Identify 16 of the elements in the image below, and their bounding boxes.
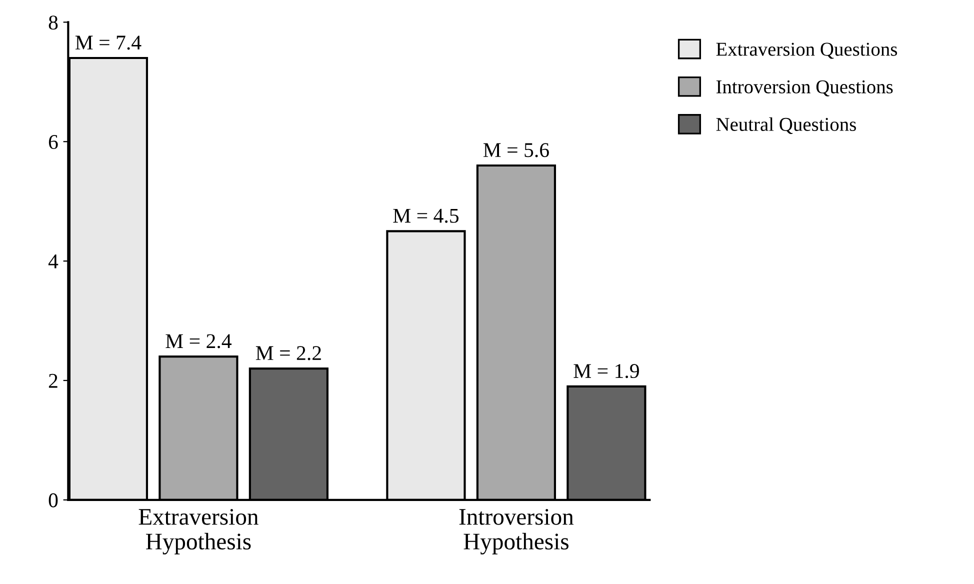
data-label: M = 7.4 (75, 36, 142, 50)
y-tick-label: 0 (48, 493, 58, 508)
x-tick-label: Introversion Hypothesis (459, 508, 574, 554)
data-label: M = 1.9 (574, 364, 639, 378)
y-tick-label: 2 (48, 374, 58, 388)
y-tick-label: 8 (48, 16, 58, 30)
data-label: M = 2.4 (166, 334, 232, 348)
data-label: M = 5.6 (483, 143, 549, 158)
data-label: M = 4.5 (393, 208, 459, 223)
legend-label: Extraversion Questions (716, 42, 898, 59)
data-label: M = 2.2 (256, 346, 321, 360)
legend-label: Neutral Questions (716, 117, 856, 134)
x-tick-label: Extraversion Hypothesis (138, 508, 258, 554)
y-tick-label: 4 (48, 254, 58, 268)
legend-label: Introversion Questions (716, 80, 893, 96)
y-tick-label: 6 (48, 135, 58, 150)
